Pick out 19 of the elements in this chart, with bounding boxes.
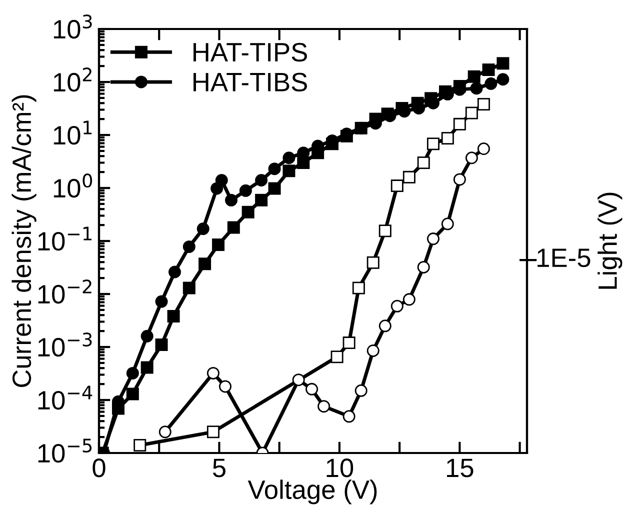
y-tick-label: 10$^{1}$ xyxy=(54,120,92,145)
x-axis-title: Voltage (V) xyxy=(248,480,377,504)
y-tick-label: 10$^{3}$ xyxy=(54,14,92,39)
y-tick-label: 10$^{−3}$ xyxy=(38,332,92,357)
text: 1E-5 xyxy=(538,248,590,268)
y-tick-label: 10$^{0}$ xyxy=(54,174,92,198)
y2-axis-title: Light (V) xyxy=(598,192,622,289)
y-tick-label: 10$^{−1}$ xyxy=(38,226,92,251)
y-axis-title: Current density (mA/cm²) xyxy=(12,95,36,388)
y-tick-label: 10$^{−2}$ xyxy=(38,280,92,304)
x-tick-label: 5 xyxy=(212,458,226,478)
x-tick-label: 0 xyxy=(92,458,106,478)
x-tick-label: 10 xyxy=(326,458,354,478)
y-tick-label: 10$^{−4}$ xyxy=(38,386,92,410)
y-tick-label: 10$^{−5}$ xyxy=(38,438,92,463)
legend-label: HAT-TIBS xyxy=(194,72,307,92)
legend-label: HAT-TIPS xyxy=(194,42,307,62)
y-tick-label: 10$^{2}$ xyxy=(54,68,92,92)
x-tick-label: 15 xyxy=(447,458,474,478)
